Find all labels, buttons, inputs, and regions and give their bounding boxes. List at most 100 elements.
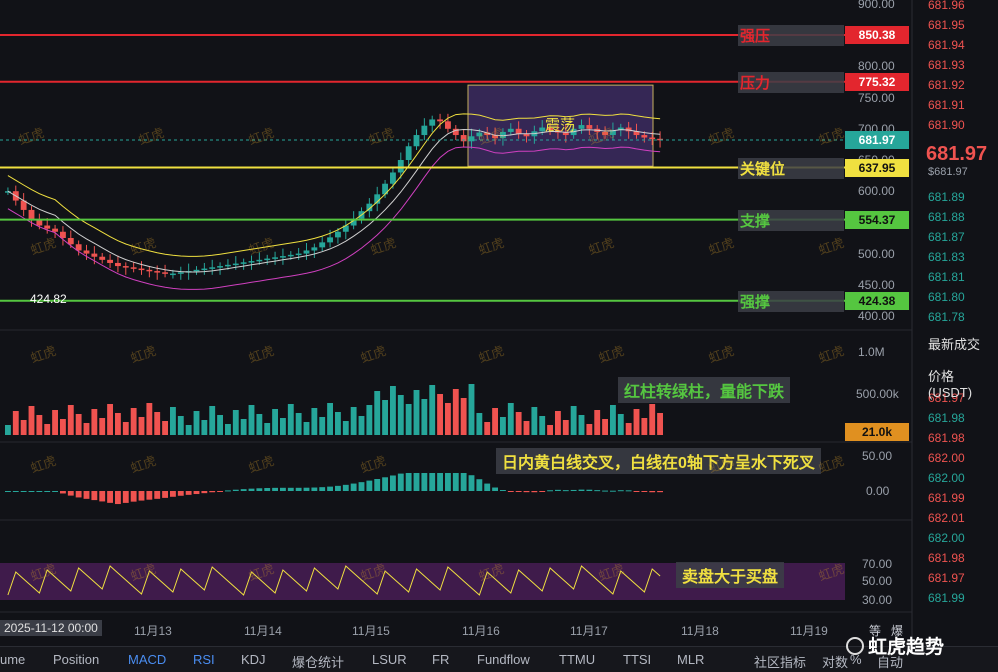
macd-histogram-bar (507, 491, 514, 492)
candle-body (452, 128, 459, 136)
macd-histogram-bar (248, 488, 255, 491)
trade-price: 682.01 (928, 511, 965, 525)
volume-bar (555, 411, 561, 435)
volume-bar (625, 423, 632, 435)
side-label-1[interactable]: 等 (869, 624, 882, 638)
candle-body (75, 244, 82, 251)
volume-bar (99, 418, 106, 435)
macd-histogram-bar (657, 491, 663, 493)
date-axis-tick: 11月18 (681, 624, 719, 638)
candle-body (83, 250, 90, 254)
candle-body (539, 127, 546, 132)
indicator-tab[interactable]: 对数 (822, 655, 849, 670)
macd-histogram-bar (91, 491, 98, 501)
side-label-2[interactable]: 爆 (891, 624, 904, 638)
indicator-tab[interactable]: KDJ (241, 652, 266, 667)
macd-histogram-bar (374, 479, 381, 491)
indicator-tab-bar: ume Position MACD RSI KDJ 爆仓统计 LSUR FR Fundflow T… (0, 646, 998, 672)
macd-histogram-bar (484, 483, 491, 491)
candle-body (350, 218, 357, 226)
macd-histogram-bar (177, 491, 184, 496)
macd-histogram-bar (547, 490, 553, 492)
trades-title[interactable]: 最新成交 (928, 337, 981, 352)
volume-bar (232, 410, 239, 435)
volume-bar (75, 414, 82, 435)
indicator-tab[interactable]: TTMU (559, 652, 596, 667)
candle-body (225, 264, 231, 267)
candle-body (91, 253, 98, 257)
candle-body (397, 160, 404, 173)
indicator-tab[interactable]: LSUR (372, 652, 407, 667)
candle-body (138, 268, 145, 271)
indicator-tab[interactable]: 社区指标 (754, 655, 807, 670)
macd-histogram-bar (52, 491, 58, 492)
volume-bar (12, 411, 19, 435)
trades-price-header: 价格(USDT) (928, 369, 973, 400)
indicator-tab[interactable]: MACD (128, 652, 167, 667)
level-price-box: 850.38 (845, 25, 909, 44)
volume-bar (256, 414, 263, 435)
candle-body (562, 132, 569, 136)
candle-body (641, 135, 648, 138)
volume-bar (146, 403, 153, 435)
indicator-tab[interactable]: FR (432, 652, 450, 667)
indicator-tab[interactable]: Position (53, 652, 100, 667)
volume-bar (390, 386, 396, 435)
volume-bar (649, 404, 656, 435)
volume-bar (122, 422, 129, 435)
macd-histogram-bar (107, 491, 113, 503)
volume-bar (264, 423, 271, 435)
candle-body (625, 127, 632, 132)
volume-bar (52, 410, 58, 435)
orderbook-bid-price: 681.87 (928, 230, 965, 244)
candle-body (36, 219, 43, 226)
indicator-tab[interactable]: ume (0, 652, 26, 667)
volume-bar (594, 410, 601, 435)
trade-price: 681.97 (928, 391, 965, 405)
candle-body (445, 121, 451, 129)
macd-histogram-bar (232, 489, 239, 491)
macd-histogram-bar (570, 489, 577, 491)
candle-body (240, 262, 247, 264)
trade-price: 681.98 (928, 551, 965, 565)
indicator-tab[interactable]: Fundflow (477, 652, 530, 667)
orderbook-big-price-sub: $681.97 (928, 166, 968, 178)
orderbook-ask-price: 681.92 (928, 78, 965, 92)
volume-bar (225, 424, 231, 435)
candle-body (586, 125, 593, 129)
candle-body (20, 200, 27, 210)
macd-histogram-bar (240, 489, 247, 491)
candle-body (67, 238, 74, 245)
volume-bar (570, 406, 577, 435)
macd-histogram-bar (75, 491, 82, 498)
orderbook-bid-price: 681.83 (928, 250, 965, 264)
orderbook-bid-price: 681.89 (928, 190, 965, 204)
indicator-tab[interactable]: % (850, 652, 862, 667)
level-name-tag: 强压 (738, 24, 844, 46)
indicator-tab[interactable]: RSI (193, 652, 215, 667)
macd-histogram-bar (405, 473, 412, 491)
candle-body (610, 130, 616, 136)
candle-body (99, 256, 106, 260)
level-name-tag: 支撑 (738, 209, 844, 231)
indicator-tab[interactable]: 自动 (877, 655, 904, 670)
orderbook-bid-price: 681.81 (928, 270, 965, 284)
volume-bar (311, 408, 318, 435)
indicator-tab[interactable]: 爆仓统计 (292, 655, 345, 670)
indicator-tab[interactable]: MLR (677, 652, 705, 667)
candle-body (264, 258, 271, 261)
rsi-line (7, 565, 661, 596)
volume-bar (115, 413, 121, 435)
macd-histogram-bar (397, 473, 404, 491)
indicator-tab[interactable]: TTSI (623, 652, 652, 667)
macd-histogram-bar (287, 487, 294, 491)
volume-bar (500, 417, 506, 435)
candle-body (248, 261, 255, 263)
price-axis-tick: 750.00 (858, 90, 895, 105)
date-axis-tick: 11月16 (462, 624, 500, 638)
candle-body (429, 119, 436, 126)
volume-bar (138, 417, 145, 435)
candle-body (484, 132, 491, 136)
candle-body (390, 172, 396, 184)
